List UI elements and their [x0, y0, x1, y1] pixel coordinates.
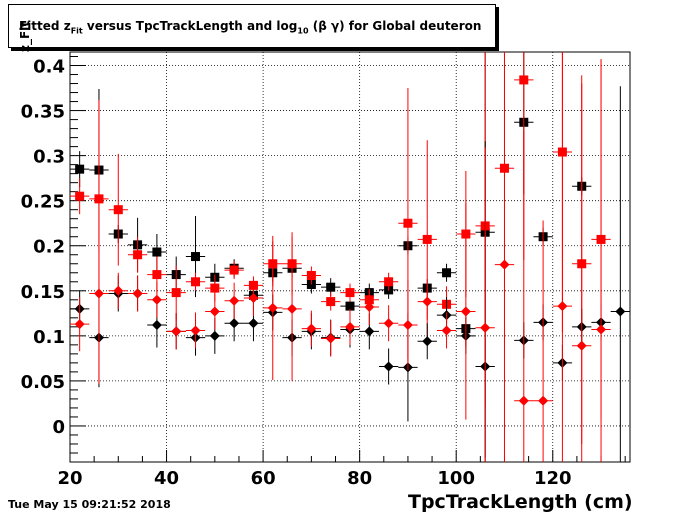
title-subscript-log: 10 — [297, 26, 309, 36]
data-point-square — [442, 268, 452, 278]
data-point-square — [133, 250, 143, 260]
chart-title: Fitted zFit versus TpcTrackLength and lo… — [19, 19, 481, 35]
timestamp: Tue May 15 09:21:52 2018 — [8, 498, 171, 511]
data-point-diamond — [229, 318, 240, 329]
data-point-diamond — [248, 318, 259, 329]
data-point-diamond — [402, 320, 413, 331]
data-point-diamond — [74, 319, 85, 330]
data-point-diamond — [229, 295, 240, 306]
data-point-diamond — [615, 306, 626, 317]
data-point-diamond — [306, 323, 317, 334]
data-point-diamond — [480, 322, 491, 333]
data-point-square — [191, 277, 201, 287]
data-point-diamond — [209, 330, 220, 341]
x-tick-label: 80 — [347, 468, 372, 489]
title-suffix: (β γ) for Global deuteron — [308, 19, 482, 33]
data-point-diamond — [576, 340, 587, 351]
data-point-square — [403, 218, 413, 228]
data-point-square — [113, 205, 123, 215]
title-prefix: Fitted z — [19, 19, 71, 33]
data-point-diamond — [422, 296, 433, 307]
data-point-square — [422, 234, 432, 244]
data-point-square — [152, 247, 162, 257]
y-tick-label: 0.05 — [21, 372, 65, 393]
data-point-square — [75, 164, 85, 174]
data-point-diamond — [422, 336, 433, 347]
data-point-diamond — [209, 306, 220, 317]
y-tick-label: 0.2 — [33, 237, 65, 258]
x-tick-label: 20 — [57, 468, 82, 489]
data-point-diamond — [596, 324, 607, 335]
data-point-square — [345, 288, 355, 298]
title-box: Fitted zFit versus TpcTrackLength and lo… — [8, 4, 496, 48]
data-point-square — [229, 265, 239, 275]
data-point-diamond — [190, 325, 201, 336]
data-point-square — [326, 297, 336, 307]
data-point-square — [75, 191, 85, 201]
y-tick-label: 0.15 — [21, 282, 65, 303]
x-axis-label: TpcTrackLength (cm) — [408, 491, 633, 513]
y-tick-label: 0.35 — [21, 102, 65, 123]
data-point-diamond — [248, 293, 259, 303]
data-point-diamond — [267, 302, 278, 313]
data-point-square — [519, 75, 529, 85]
data-point-diamond — [345, 321, 355, 332]
data-point-diamond — [364, 326, 375, 337]
data-point-diamond — [151, 320, 162, 331]
data-point-diamond — [383, 361, 394, 372]
data-point-square — [306, 270, 316, 280]
data-point-diamond — [499, 259, 510, 270]
data-point-diamond — [171, 326, 182, 337]
data-point-square — [94, 194, 104, 204]
x-tick-label: 60 — [251, 468, 276, 489]
data-point-diamond — [518, 395, 529, 406]
x-tick-label: 120 — [534, 468, 572, 489]
data-point-square — [326, 282, 336, 292]
data-point-square — [345, 301, 355, 311]
x-tick-label: 40 — [154, 468, 179, 489]
data-point-diamond — [460, 306, 471, 317]
data-point-diamond — [325, 333, 336, 344]
data-point-square — [384, 277, 394, 287]
y-tick-label: 0.3 — [33, 147, 65, 168]
data-point-diamond — [557, 301, 568, 312]
data-point-diamond — [113, 285, 124, 296]
y-axis-label-text: z_Fit — [18, 20, 32, 52]
data-point-square — [171, 288, 181, 298]
y-tick-label: 0.25 — [21, 192, 65, 213]
y-tick-label: 0.1 — [33, 327, 65, 348]
x-tick-label: 100 — [437, 468, 475, 489]
data-point-diamond — [383, 318, 394, 329]
data-point-diamond — [151, 294, 162, 305]
title-middle: versus TpcTrackLength and log — [82, 19, 298, 33]
y-axis-label: z_Fit — [18, 21, 32, 52]
data-point-diamond — [441, 325, 452, 336]
y-tick-label: 0 — [52, 417, 65, 438]
title-subscript: Fit — [70, 26, 83, 36]
data-point-square — [210, 283, 220, 293]
y-tick-label: 0.4 — [33, 57, 65, 78]
data-point-square — [191, 252, 201, 262]
data-point-diamond — [93, 288, 104, 299]
data-point-square — [152, 270, 162, 280]
data-point-diamond — [364, 302, 375, 313]
data-point-diamond — [132, 288, 143, 299]
data-point-diamond — [538, 395, 549, 406]
data-point-diamond — [287, 303, 298, 314]
